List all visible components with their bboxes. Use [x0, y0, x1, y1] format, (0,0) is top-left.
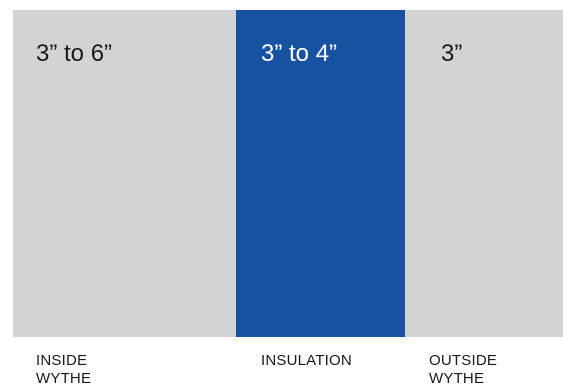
inside-wythe-caption-line2: WYTHE	[36, 370, 92, 387]
outside-wythe-caption-line2: WYTHE	[429, 370, 485, 387]
outside-wythe-caption-line1: OUTSIDE	[429, 352, 498, 369]
inside-wythe-layer: 3” to 6”	[13, 10, 236, 337]
insulation-caption: INSULATION	[261, 352, 401, 370]
wall-section-diagram: 3” to 6” 3” to 4” 3”	[13, 10, 563, 337]
insulation-layer: 3” to 4”	[236, 10, 405, 337]
inside-wythe-thickness-label: 3” to 6”	[36, 40, 113, 67]
insulation-caption-line1: INSULATION	[261, 352, 352, 369]
inside-wythe-caption: INSIDE WYTHE	[36, 352, 156, 388]
inside-wythe-caption-line1: INSIDE	[36, 352, 88, 369]
outside-wythe-layer: 3”	[405, 10, 563, 337]
outside-wythe-caption: OUTSIDE WYTHE	[429, 352, 549, 388]
outside-wythe-thickness-label: 3”	[441, 40, 463, 67]
insulation-thickness-label: 3” to 4”	[261, 40, 338, 67]
